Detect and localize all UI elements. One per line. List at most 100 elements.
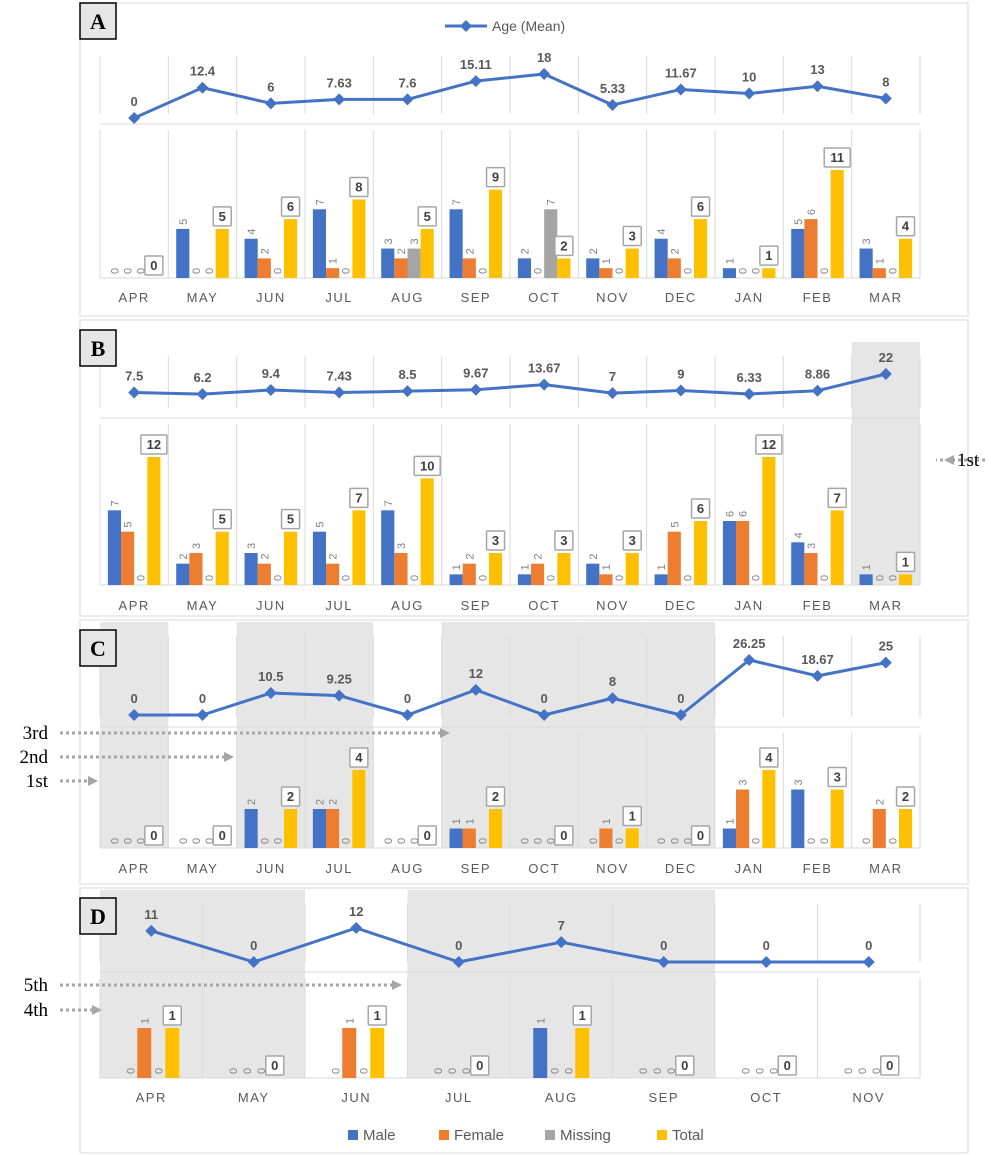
- bar-female: [804, 553, 818, 585]
- total-label: 6: [697, 199, 704, 214]
- bar-value-label: 6: [724, 511, 736, 517]
- panel-label-box: [79, 2, 117, 40]
- age-mean-label: 0: [131, 691, 138, 706]
- month-tick-label: SEP: [461, 290, 492, 305]
- bar-value-label: 0: [272, 268, 284, 274]
- month-tick-label: NOV: [596, 598, 629, 613]
- bar-total: [420, 228, 434, 278]
- age-mean-marker: [743, 87, 756, 100]
- total-label-box: [212, 825, 232, 846]
- total-label-box: [759, 245, 779, 266]
- total-label: 5: [287, 512, 294, 527]
- total-label-box: [212, 206, 232, 227]
- total-label: 12: [762, 437, 776, 452]
- bar-value-label: 0: [819, 575, 831, 581]
- bar-female: [257, 258, 271, 278]
- total-label-box: [675, 1055, 695, 1076]
- bar-female: [667, 258, 681, 278]
- bar-female: [394, 258, 408, 278]
- bar-value-label: 0: [341, 575, 353, 581]
- bar-value-label: 0: [819, 268, 831, 274]
- bar-value-label: 0: [533, 838, 545, 844]
- total-label-box: [144, 255, 164, 276]
- age-mean-label: 6: [267, 79, 274, 94]
- age-mean-line: [133, 72, 887, 120]
- bar-female: [872, 268, 886, 278]
- age-mean-marker: [606, 692, 619, 705]
- bar-value-label: 0: [409, 838, 421, 844]
- bar-value-label: 0: [136, 268, 148, 274]
- total-label: 4: [902, 219, 910, 234]
- bar-value-label: 2: [588, 248, 600, 254]
- bar-total: [830, 789, 844, 848]
- bar-value-label: 0: [178, 838, 190, 844]
- month-tick-label: SEP: [648, 1090, 679, 1105]
- bar-female: [736, 521, 750, 585]
- bar-total: [352, 199, 366, 278]
- month-tick-label: JUL: [325, 290, 353, 305]
- bar-value-label: 1: [724, 258, 736, 264]
- shaded-month: [510, 890, 613, 1078]
- bar-total: [830, 510, 844, 585]
- age-mean-marker: [452, 956, 465, 968]
- annotation-c-2nd-arrowhead: [224, 752, 234, 762]
- bar-value-label: 0: [666, 1068, 678, 1074]
- bar-total: [762, 770, 776, 848]
- total-label-box: [417, 825, 437, 846]
- age-mean-marker: [674, 709, 687, 721]
- bar-male: [312, 209, 327, 278]
- bar-value-label: 0: [874, 575, 886, 581]
- bar-value-label: 0: [740, 1068, 752, 1074]
- bar-total: [488, 189, 503, 278]
- bar-value-label: 3: [409, 238, 421, 244]
- bar-value-label: 0: [358, 1068, 370, 1074]
- bar-value-label: 7: [383, 500, 395, 506]
- bar-male: [449, 209, 463, 278]
- age-mean-marker: [674, 384, 687, 397]
- bar-value-label: 1: [601, 258, 613, 264]
- total-label-box: [823, 147, 851, 168]
- annotation-d-5th-arrowhead: [392, 980, 402, 990]
- total-label-box: [367, 1005, 387, 1026]
- month-tick-label: JAN: [735, 861, 764, 876]
- total-label: 4: [765, 750, 773, 765]
- age-mean-label: 22: [879, 350, 893, 365]
- age-mean-marker: [657, 956, 670, 968]
- age-mean-label: 7: [558, 918, 565, 933]
- bar-value-label: 7: [314, 199, 326, 205]
- age-mean-marker: [128, 709, 141, 721]
- bar-total: [283, 219, 298, 278]
- bar-male: [722, 828, 737, 848]
- bar-value-label: 0: [477, 268, 489, 274]
- bar-value-label: 0: [461, 1068, 473, 1074]
- bar-female: [872, 809, 886, 848]
- age-mean-marker: [333, 93, 346, 106]
- bar-value-label: 0: [754, 1068, 766, 1074]
- bar-value-label: 0: [330, 1068, 342, 1074]
- bar-value-label: 2: [178, 554, 190, 560]
- month-tick-label: DEC: [665, 598, 697, 613]
- age-mean-label: 11.67: [665, 65, 697, 80]
- bar-missing: [544, 209, 558, 278]
- age-mean-label: 0: [541, 691, 548, 706]
- bar-value-label: 0: [682, 838, 694, 844]
- bar-male: [654, 238, 668, 278]
- panel-b: B7.5 6.2 9.4 7.43 8.5 9.67 13.677 9 6.33 8.862275…: [79, 319, 969, 617]
- shaded-month: [646, 622, 715, 848]
- annotation-d-4th-label: 4th: [24, 1000, 49, 1021]
- bar-female: [599, 828, 613, 848]
- bar-value-label: 0: [751, 838, 763, 844]
- bar-value-label: 0: [887, 268, 899, 274]
- total-label-box: [212, 508, 232, 530]
- age-mean-marker: [333, 386, 346, 399]
- bar-value-label: 2: [246, 799, 258, 805]
- bar-value-label: 0: [682, 575, 694, 581]
- bar-value-label: 0: [123, 268, 135, 274]
- bar-total: [283, 809, 298, 848]
- total-label-box: [827, 487, 847, 509]
- bar-value-label: 0: [341, 268, 353, 274]
- bar-value-label: 0: [751, 268, 763, 274]
- annotation-c-1st-arrowhead: [88, 776, 98, 786]
- bar-female: [189, 553, 203, 585]
